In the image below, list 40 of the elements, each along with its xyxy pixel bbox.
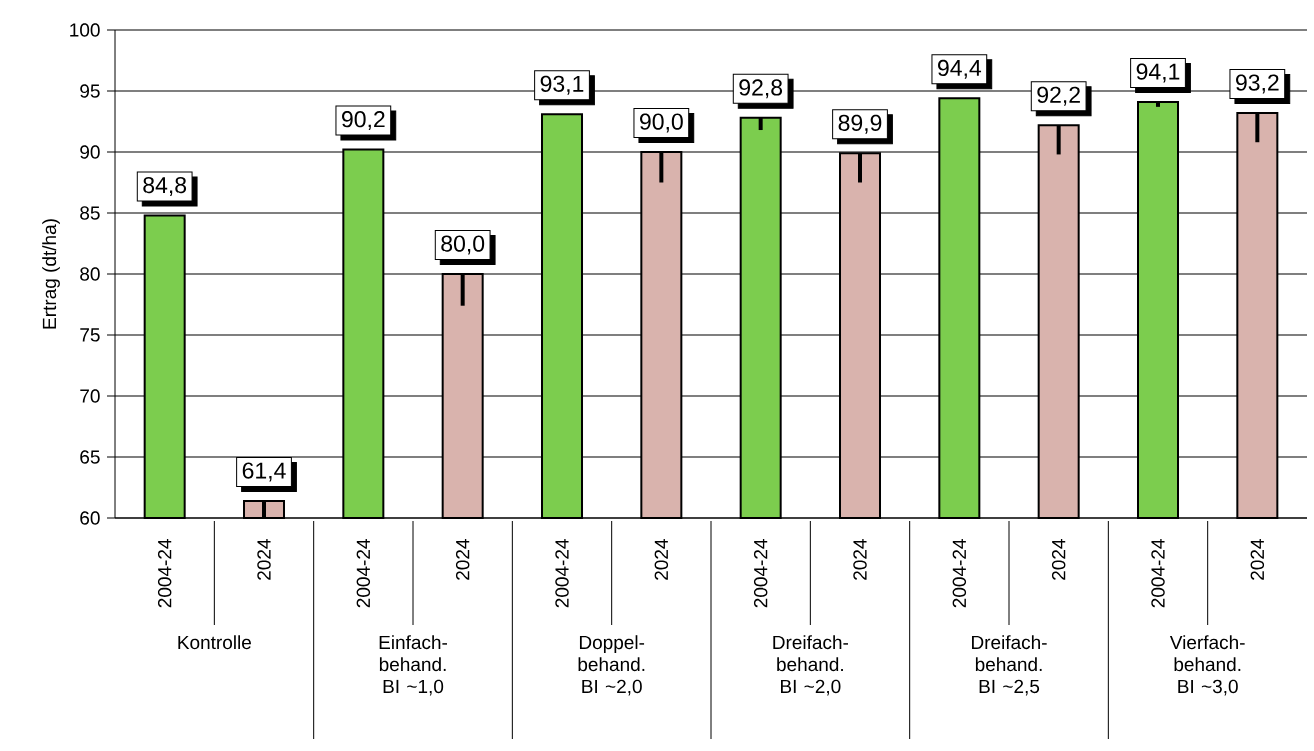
x-tick-label: 2024 bbox=[1250, 539, 1265, 580]
text: Einfach- behand. BI ~1,0 bbox=[379, 635, 447, 696]
data-label: 90,0 bbox=[640, 113, 683, 133]
data-label: 94,4 bbox=[938, 59, 982, 79]
text: Dreifach- behand. BI ~2,5 bbox=[972, 635, 1047, 696]
y-tick-label: 60 bbox=[80, 511, 100, 525]
text: Doppel- behand. BI ~2,0 bbox=[578, 635, 645, 696]
data-label: 93,2 bbox=[1236, 74, 1279, 94]
y-tick-label: 85 bbox=[80, 206, 100, 220]
y-tick-label: 70 bbox=[80, 389, 100, 403]
data-label: 94,1 bbox=[1136, 63, 1180, 83]
x-tick-label: 2004-24 bbox=[157, 539, 172, 608]
x-tick-label: 2004-24 bbox=[952, 539, 967, 608]
data-label: 92,2 bbox=[1037, 86, 1080, 106]
x-tick-label: 2024 bbox=[455, 539, 470, 580]
text: Kontrolle bbox=[178, 635, 251, 650]
data-label: 90,2 bbox=[342, 111, 385, 131]
text: Vierfach- behand. BI ~3,0 bbox=[1169, 635, 1245, 696]
y-tick-label: 75 bbox=[80, 328, 100, 342]
y-axis-title: Ertrag (dt/ha) bbox=[42, 219, 60, 329]
y-tick-label: 90 bbox=[80, 145, 100, 159]
text: Dreifach- behand. BI ~2,0 bbox=[773, 635, 849, 696]
data-label: 92,8 bbox=[739, 79, 783, 99]
data-label: 93,1 bbox=[540, 75, 584, 95]
x-tick-label: 2024 bbox=[654, 539, 669, 580]
data-label: 84,8 bbox=[143, 176, 187, 196]
data-label: 89,9 bbox=[838, 114, 882, 134]
y-tick-label: 100 bbox=[70, 23, 100, 37]
data-label: 80,0 bbox=[441, 235, 485, 255]
x-tick-label: 2004-24 bbox=[356, 539, 371, 608]
data-label: 61,4 bbox=[242, 462, 286, 482]
x-tick-label: 2024 bbox=[853, 539, 867, 580]
x-tick-label: 2024 bbox=[257, 539, 271, 580]
x-tick-label: 2004-24 bbox=[1151, 539, 1165, 608]
y-tick-label: 95 bbox=[80, 84, 100, 98]
x-tick-label: 2004-24 bbox=[753, 539, 768, 608]
y-tick-label: 65 bbox=[80, 450, 100, 464]
x-tick-label: 2004-24 bbox=[555, 539, 569, 608]
x-tick-label: 2024 bbox=[1051, 539, 1066, 580]
y-tick-label: 80 bbox=[80, 267, 100, 281]
